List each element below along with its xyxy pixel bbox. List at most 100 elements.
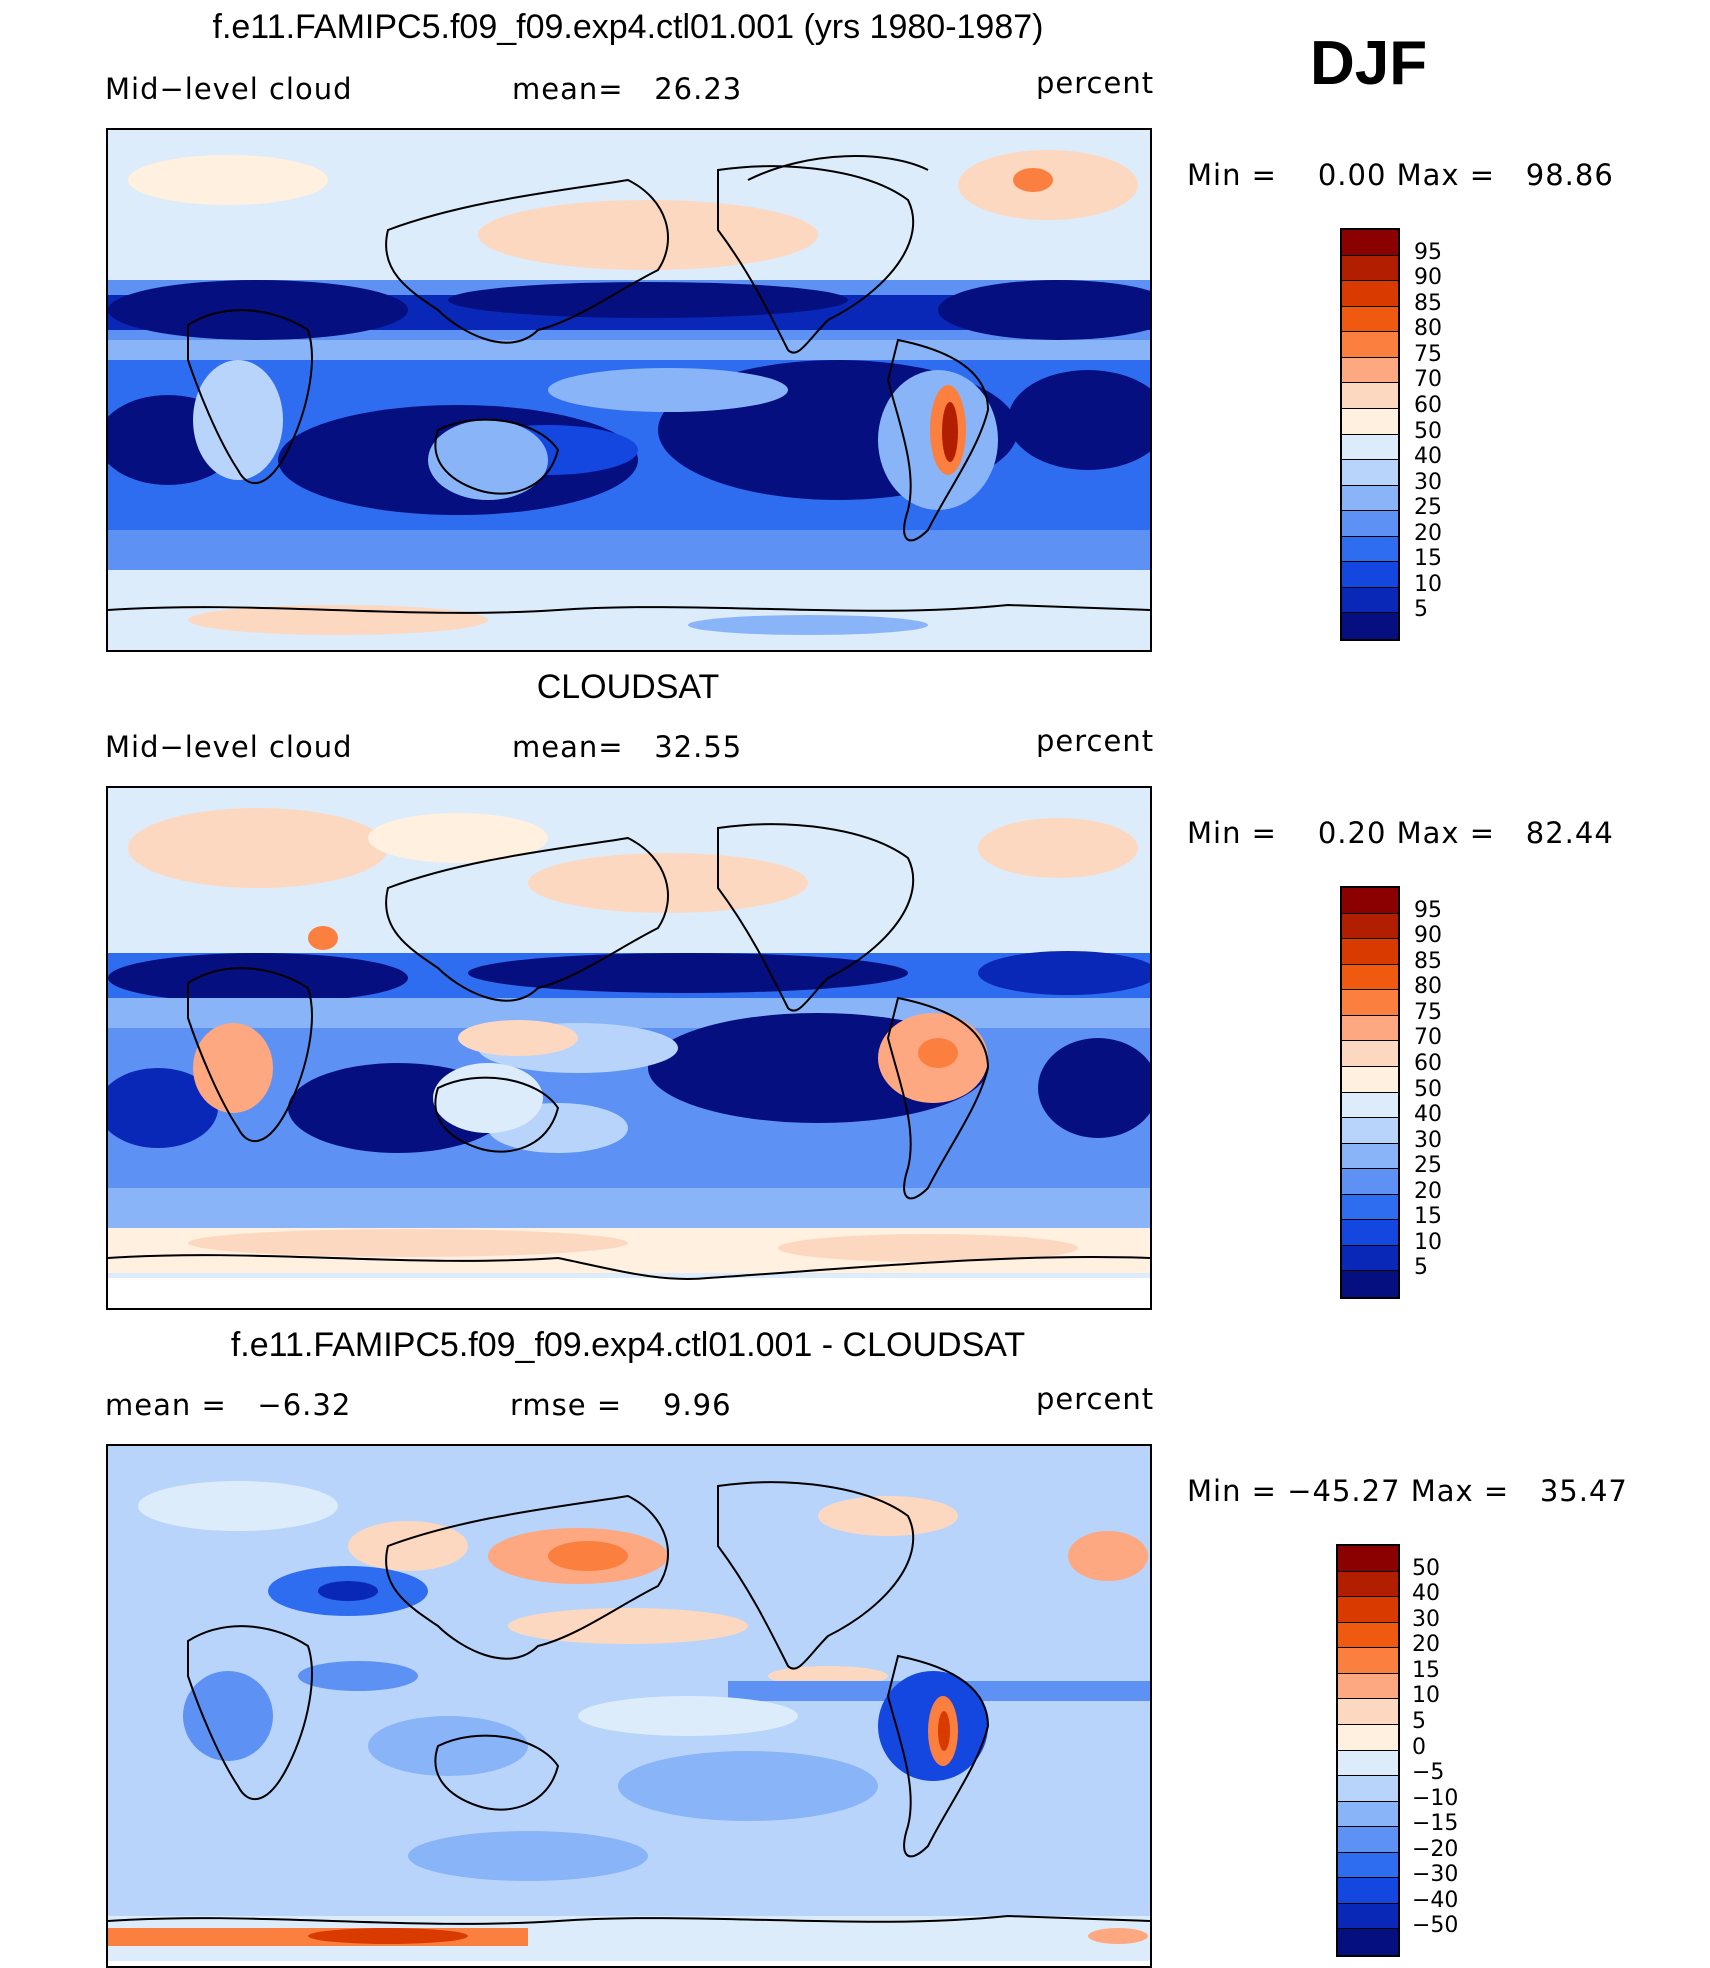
colorbar-tick-label: 15 xyxy=(1414,546,1442,572)
colorbar-tick-label: −15 xyxy=(1412,1811,1459,1837)
colorbar-swatch xyxy=(1338,1903,1398,1930)
panel-diff-rmse: rmse = 9.96 xyxy=(510,1388,732,1422)
colorbar-swatch xyxy=(1342,511,1398,537)
colorbar-swatch xyxy=(1342,1194,1398,1221)
panel-obs-colorbar xyxy=(1340,886,1400,1299)
colorbar-tick-label: 10 xyxy=(1412,1683,1440,1709)
colorbar-tick-label: 5 xyxy=(1412,1708,1426,1734)
colorbar-tick-label: 10 xyxy=(1414,1229,1442,1255)
colorbar-tick-label: 40 xyxy=(1414,1102,1442,1128)
colorbar-tick-label: 30 xyxy=(1414,469,1442,495)
colorbar-swatch xyxy=(1342,913,1398,940)
colorbar-tick-label: −30 xyxy=(1412,1862,1459,1888)
colorbar-swatch xyxy=(1338,1878,1398,1904)
colorbar-tick-label: 15 xyxy=(1412,1657,1440,1683)
colorbar-swatch xyxy=(1342,1041,1398,1067)
colorbar-swatch xyxy=(1338,1929,1398,1955)
panel-obs-map xyxy=(106,786,1152,1310)
colorbar-swatch xyxy=(1342,485,1398,512)
panel-model-title: f.e11.FAMIPC5.f09_f09.exp4.ctl01.001 (yr… xyxy=(212,8,1044,46)
colorbar-swatch xyxy=(1342,587,1398,614)
panel-model-variable: Mid−level cloud xyxy=(105,72,353,106)
colorbar-swatch xyxy=(1342,1245,1398,1272)
colorbar-swatch xyxy=(1342,460,1398,486)
colorbar-tick-label: 80 xyxy=(1414,974,1442,1000)
colorbar-tick-label: 70 xyxy=(1414,367,1442,393)
colorbar-tick-label: −20 xyxy=(1412,1836,1459,1862)
colorbar-swatch xyxy=(1338,1852,1398,1879)
panel-diff-mean: mean = −6.32 xyxy=(105,1388,352,1422)
panel-diff-map xyxy=(106,1444,1152,1968)
colorbar-tick-label: 5 xyxy=(1414,597,1428,623)
colorbar-swatch xyxy=(1342,562,1398,588)
colorbar-swatch xyxy=(1338,1827,1398,1853)
colorbar-tick-label: 90 xyxy=(1414,923,1442,949)
colorbar-tick-label: 25 xyxy=(1414,1153,1442,1179)
colorbar-tick-label: 10 xyxy=(1414,571,1442,597)
colorbar-swatch xyxy=(1342,1271,1398,1297)
panel-obs-variable: Mid−level cloud xyxy=(105,730,353,764)
colorbar-tick-label: 20 xyxy=(1414,520,1442,546)
colorbar-swatch xyxy=(1338,1571,1398,1598)
colorbar-tick-label: 20 xyxy=(1412,1632,1440,1658)
panel-model-map-svg xyxy=(108,130,1150,650)
panel-model-minmax: Min = 0.00 Max = 98.86 xyxy=(1187,158,1614,192)
colorbar-tick-label: 50 xyxy=(1412,1555,1440,1581)
colorbar-swatch xyxy=(1342,1066,1398,1093)
colorbar-swatch xyxy=(1342,613,1398,639)
panel-model-units: percent xyxy=(1036,66,1155,100)
colorbar-swatch xyxy=(1338,1546,1398,1572)
panel-diff-map-svg xyxy=(108,1446,1150,1961)
colorbar-swatch xyxy=(1338,1801,1398,1828)
panel-diff-colorbar xyxy=(1336,1544,1400,1957)
colorbar-tick-label: 15 xyxy=(1414,1204,1442,1230)
colorbar-tick-label: 40 xyxy=(1414,444,1442,470)
colorbar-tick-label: 75 xyxy=(1414,341,1442,367)
colorbar-swatch xyxy=(1342,1220,1398,1246)
colorbar-tick-label: 95 xyxy=(1414,897,1442,923)
colorbar-tick-label: 25 xyxy=(1414,495,1442,521)
colorbar-tick-label: 30 xyxy=(1412,1606,1440,1632)
panel-model-mean: mean= 26.23 xyxy=(512,72,743,106)
colorbar-tick-label: 75 xyxy=(1414,999,1442,1025)
colorbar-tick-label: 85 xyxy=(1414,948,1442,974)
colorbar-swatch xyxy=(1342,357,1398,384)
colorbar-tick-label: 60 xyxy=(1414,1050,1442,1076)
colorbar-swatch xyxy=(1338,1597,1398,1623)
colorbar-swatch xyxy=(1342,964,1398,991)
colorbar-tick-label: −50 xyxy=(1412,1913,1459,1939)
colorbar-swatch xyxy=(1342,408,1398,435)
colorbar-swatch xyxy=(1338,1776,1398,1802)
colorbar-tick-label: 30 xyxy=(1414,1127,1442,1153)
colorbar-swatch xyxy=(1342,1118,1398,1144)
colorbar-swatch xyxy=(1342,1169,1398,1195)
colorbar-swatch xyxy=(1338,1673,1398,1700)
panel-model-map xyxy=(106,128,1152,652)
panel-diff-title: f.e11.FAMIPC5.f09_f09.exp4.ctl01.001 - C… xyxy=(230,1326,1026,1364)
panel-diff-units: percent xyxy=(1036,1382,1155,1416)
colorbar-tick-label: 50 xyxy=(1414,418,1442,444)
colorbar-tick-label: 70 xyxy=(1414,1025,1442,1051)
colorbar-tick-label: 20 xyxy=(1414,1178,1442,1204)
colorbar-swatch xyxy=(1342,990,1398,1016)
colorbar-swatch xyxy=(1342,1143,1398,1170)
colorbar-swatch xyxy=(1342,383,1398,409)
panel-obs-units: percent xyxy=(1036,724,1155,758)
colorbar-tick-label: −40 xyxy=(1412,1887,1459,1913)
colorbar-swatch xyxy=(1342,939,1398,965)
colorbar-swatch xyxy=(1338,1750,1398,1777)
panel-obs-title: CLOUDSAT xyxy=(536,668,720,706)
panel-obs-minmax: Min = 0.20 Max = 82.44 xyxy=(1187,816,1614,850)
colorbar-swatch xyxy=(1342,1092,1398,1119)
panel-model-colorbar xyxy=(1340,228,1400,641)
colorbar-swatch xyxy=(1342,536,1398,563)
colorbar-swatch xyxy=(1338,1622,1398,1649)
colorbar-tick-label: 40 xyxy=(1412,1581,1440,1607)
panel-obs-map-svg xyxy=(108,788,1150,1308)
panel-obs-mean: mean= 32.55 xyxy=(512,730,743,764)
season-label: DJF xyxy=(1310,29,1428,98)
panel-diff-minmax: Min = −45.27 Max = 35.47 xyxy=(1187,1474,1628,1508)
colorbar-tick-label: 80 xyxy=(1414,316,1442,342)
colorbar-swatch xyxy=(1342,332,1398,358)
colorbar-swatch xyxy=(1342,255,1398,282)
